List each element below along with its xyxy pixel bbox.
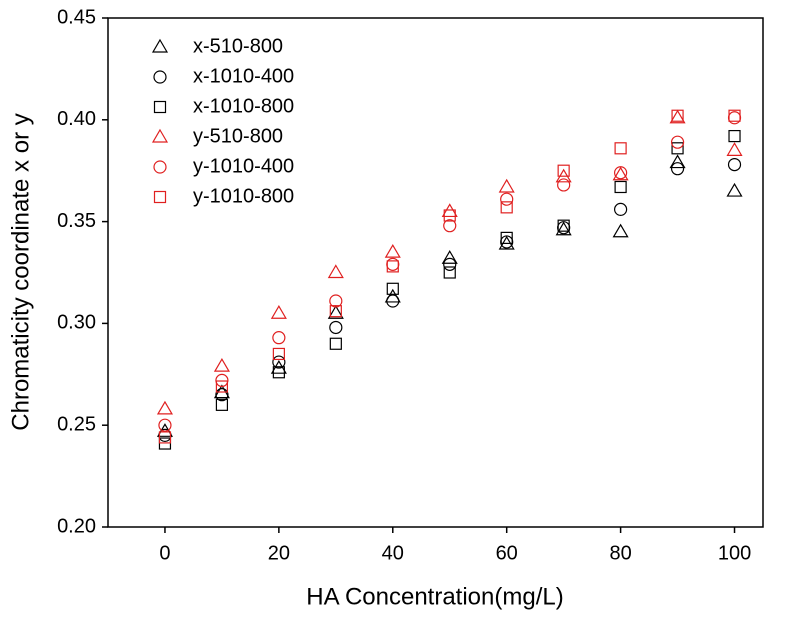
x-tick-label: 80 xyxy=(609,542,631,564)
legend-label: y-1010-400 xyxy=(193,155,294,177)
data-point xyxy=(329,305,342,318)
data-point xyxy=(670,162,685,176)
data-point xyxy=(500,231,513,244)
data-point xyxy=(329,337,342,350)
y-tick-label: 0.45 xyxy=(57,6,96,28)
x-tick-label: 20 xyxy=(268,542,290,564)
data-point xyxy=(726,142,743,156)
data-point xyxy=(156,400,174,415)
data-point xyxy=(386,282,399,295)
y-tick-label: 0.20 xyxy=(57,515,96,537)
data-point xyxy=(443,219,457,233)
data-point xyxy=(158,431,172,444)
legend-marker xyxy=(153,70,167,84)
data-point xyxy=(384,243,401,258)
data-point xyxy=(329,320,343,335)
data-point xyxy=(272,347,285,361)
x-tick-label: 0 xyxy=(159,542,170,564)
data-point xyxy=(728,109,741,122)
x-tick-label: 60 xyxy=(496,542,518,564)
legend-marker xyxy=(153,160,167,174)
data-point xyxy=(500,201,513,214)
y-tick-label: 0.40 xyxy=(57,108,96,130)
data-point xyxy=(727,111,742,125)
data-point xyxy=(215,398,229,411)
data-point xyxy=(443,266,456,279)
legend-marker xyxy=(151,128,169,143)
data-point xyxy=(215,380,229,393)
data-point xyxy=(557,164,570,177)
data-point xyxy=(614,180,627,194)
legend-marker xyxy=(153,190,167,204)
legend-label: x-1010-400 xyxy=(193,65,294,87)
data-point xyxy=(443,209,456,222)
data-point xyxy=(612,223,629,238)
data-point xyxy=(158,437,172,450)
data-point xyxy=(270,305,287,319)
data-point xyxy=(557,219,570,232)
data-point xyxy=(669,109,686,124)
data-point xyxy=(614,142,627,155)
data-point xyxy=(384,288,401,303)
x-tick-label: 40 xyxy=(382,542,404,564)
data-point xyxy=(272,366,285,379)
data-point xyxy=(386,260,399,273)
legend-marker xyxy=(153,100,167,114)
data-point xyxy=(612,166,629,181)
data-point xyxy=(213,357,230,372)
data-point xyxy=(614,166,628,180)
data-point xyxy=(327,264,344,279)
data-point xyxy=(272,331,286,345)
data-point xyxy=(555,221,572,236)
data-point xyxy=(215,373,229,388)
legend-label: x-510-800 xyxy=(193,35,283,57)
y-axis-label: Chromaticity coordinate x or y xyxy=(7,113,34,430)
data-point xyxy=(671,109,684,122)
data-point xyxy=(441,250,458,264)
data-point xyxy=(386,294,400,308)
data-point xyxy=(215,388,229,402)
x-axis-label: HA Concentration(mg/L) xyxy=(306,583,563,610)
x-tick-label: 100 xyxy=(718,542,751,564)
data-point xyxy=(386,257,400,271)
legend-label: y-1010-800 xyxy=(193,185,294,207)
data-point xyxy=(327,305,344,319)
data-point xyxy=(614,202,628,216)
data-point xyxy=(557,178,571,192)
data-point xyxy=(671,142,684,155)
data-point xyxy=(443,257,457,271)
legend-label: y-510-800 xyxy=(193,125,283,147)
data-point xyxy=(329,294,343,308)
data-point xyxy=(500,192,514,206)
data-point xyxy=(156,423,174,437)
data-point xyxy=(498,178,515,193)
legend-label: x-1010-800 xyxy=(193,95,294,117)
data-point xyxy=(728,129,741,143)
legend-marker xyxy=(151,38,169,53)
data-point xyxy=(726,182,743,197)
data-point xyxy=(158,418,172,432)
plot-frame xyxy=(107,17,764,528)
data-point xyxy=(669,154,686,169)
y-tick-label: 0.30 xyxy=(57,312,96,334)
y-tick-label: 0.35 xyxy=(57,210,96,232)
data-point xyxy=(272,355,286,369)
data-point xyxy=(670,135,685,149)
y-tick-label: 0.25 xyxy=(57,413,96,435)
data-point xyxy=(727,157,742,172)
